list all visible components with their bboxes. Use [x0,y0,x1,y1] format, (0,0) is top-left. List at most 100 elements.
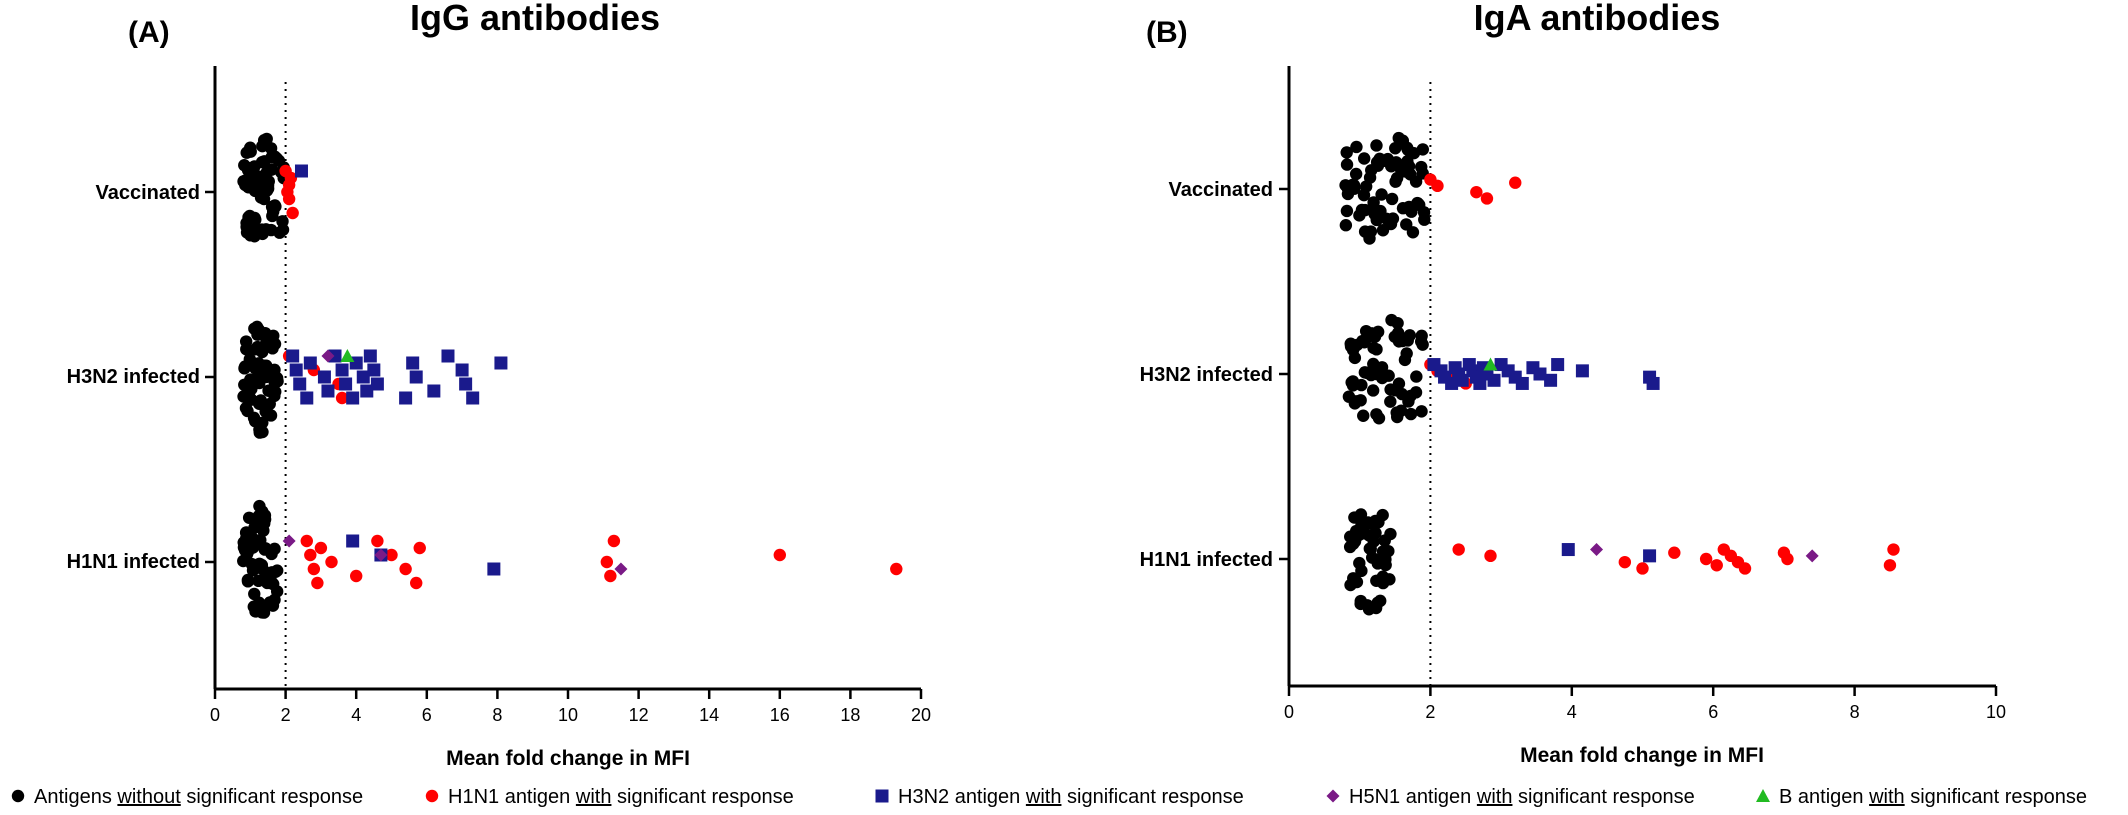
point-h1n1 [1509,176,1522,189]
point-no-response [1370,343,1383,356]
point-h1n1 [399,562,412,576]
x-tick-label: 14 [699,705,719,725]
point-no-response [1384,527,1397,541]
point-no-response [262,370,276,383]
point-no-response [1350,140,1363,154]
point-h3n2 [1561,543,1575,557]
point-no-response [1354,508,1368,521]
legend-marker-b [1756,789,1770,802]
point-no-response [261,576,274,590]
point-no-response [1371,557,1384,570]
point-h5n1 [1805,549,1819,563]
point-h3n2 [1487,373,1501,387]
point-h3n2 [339,377,353,391]
point-h1n1 [1452,543,1465,556]
point-h1n1 [307,562,321,576]
point-h3n2 [367,363,381,377]
legend-marker-h5n1 [1326,789,1340,803]
x-tick-label: 6 [422,705,432,725]
point-h3n2 [1643,549,1657,563]
point-h3n2 [363,349,377,363]
point-no-response [1414,335,1428,348]
point-h1n1 [1470,185,1483,199]
point-no-response [1367,357,1380,371]
panel-title-igg: IgG antibodies [410,0,660,38]
x-tick-label: 8 [1850,702,1860,722]
point-h3n2 [370,377,384,391]
point-no-response [1340,204,1354,218]
point-no-response [266,205,280,218]
category-labels-igg: Vaccinated H3N2 infected H1N1 infected [67,182,200,573]
x-tick-label: 20 [911,705,931,725]
point-h5n1 [614,562,628,576]
point-no-response [1370,139,1383,152]
point-h3n2 [487,562,501,576]
point-no-response [1403,329,1416,342]
point-no-response [1358,527,1372,540]
point-h1n1 [311,576,324,590]
point-h1n1 [314,541,328,555]
point-no-response [1349,395,1363,408]
point-h3n2 [494,356,508,370]
category-label: H1N1 infected [67,551,200,573]
x-tick-label: 2 [281,705,291,725]
point-no-response [1418,213,1431,226]
x-tick-label: 10 [558,705,578,725]
point-no-response [1354,597,1367,611]
x-tick-label: 8 [492,705,502,725]
point-no-response [249,343,262,356]
point-h1n1 [1710,559,1723,572]
point-h1n1 [607,534,621,548]
point-h1n1 [1699,552,1713,566]
point-h1n1 [371,534,384,548]
point-no-response [1409,386,1423,399]
point-h1n1 [1431,179,1444,193]
point-no-response [238,362,251,375]
point-no-response [1402,395,1415,408]
point-h5n1 [374,548,388,562]
point-no-response [1401,155,1414,168]
category-label: H1N1 infected [1140,549,1273,571]
point-no-response [1344,530,1357,543]
point-no-response [1348,351,1362,365]
point-h1n1 [604,569,617,583]
point-no-response [1374,594,1387,608]
point-no-response [1357,152,1371,165]
x-axis-title: Mean fold change in MFI [1520,744,1764,767]
x-tick-label: 10 [1986,702,2006,722]
point-h1n1 [1636,562,1649,575]
x-ticks-igg: 0 2 4 6 8 10 12 14 16 18 20 [205,190,931,725]
x-tick-label: 6 [1708,702,1718,722]
point-no-response [268,389,281,403]
point-no-response [1372,412,1386,425]
point-h1n1 [890,562,903,576]
point-no-response [1383,573,1396,586]
point-h3n2 [427,384,441,398]
point-no-response [1353,556,1366,570]
x-tick-label: 4 [1567,702,1577,722]
point-no-response [1364,225,1378,238]
point-h3n2 [293,377,307,391]
x-tick-label: 16 [770,705,790,725]
point-no-response [266,599,280,612]
x-tick-label: 2 [1425,702,1435,722]
point-no-response [240,548,254,561]
point-no-response [1375,188,1388,201]
point-no-response [1382,369,1395,382]
data-points-iga [1339,131,1900,616]
point-no-response [1385,192,1399,206]
point-no-response [246,166,260,180]
point-no-response [1344,578,1357,592]
point-no-response [1339,219,1353,232]
point-b [1483,357,1498,371]
point-no-response [1415,405,1428,418]
legend-label-h1n1: H1N1 antigen with significant response [448,786,794,808]
point-no-response [1404,168,1417,181]
point-h3n2 [1533,367,1547,381]
point-h3n2 [289,363,303,377]
category-label: H3N2 infected [1140,364,1273,386]
point-no-response [253,426,266,439]
point-h5n1 [1590,543,1604,557]
point-no-response [1366,384,1380,397]
x-tick-label: 0 [1284,702,1294,722]
